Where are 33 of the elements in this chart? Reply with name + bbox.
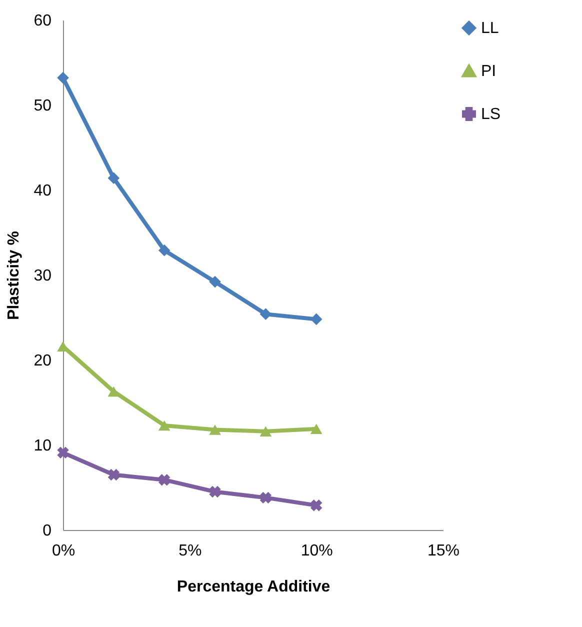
legend-label: LL [481,20,499,37]
y-tick-label: 20 [34,352,52,370]
y-tick-label: 0 [42,522,52,540]
point [209,486,221,498]
x-axis-title: Percentage Additive [176,578,330,596]
point [108,386,120,397]
point [310,424,322,434]
point [158,244,170,256]
point [57,72,69,84]
y-axis-title: Plasticity % [6,231,23,320]
y-tick-label: 30 [34,268,52,284]
x-tick-label: 15% [427,542,460,560]
point [260,492,272,504]
point [57,446,69,459]
y-tick-label: 60 [34,12,52,30]
point [209,424,221,435]
point [260,308,272,320]
y-tick-label: 50 [34,98,52,114]
point [209,276,221,288]
y-tick-label: 40 [34,182,52,200]
point [108,172,120,184]
x-tick-label: 5% [178,542,202,560]
point [158,474,170,486]
legend-label: PI [481,63,496,80]
point [260,426,272,437]
legend-label: LS [481,106,501,123]
x-tick-label: 10% [300,542,333,560]
point [158,420,170,431]
y-tick-label: 10 [34,438,52,454]
point [108,468,120,481]
point [310,313,322,326]
point [310,499,322,512]
x-tick-label: 0% [52,542,76,560]
